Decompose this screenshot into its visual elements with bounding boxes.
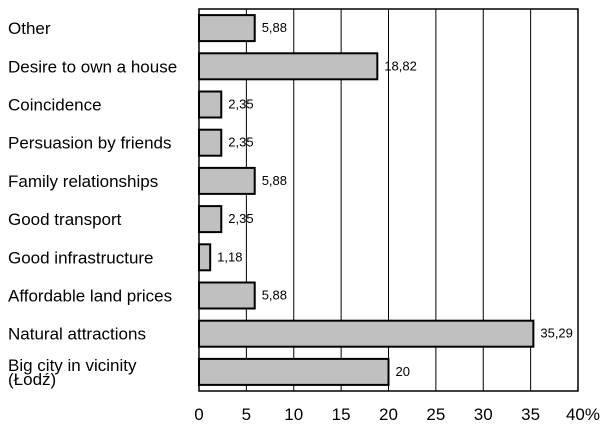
value-label: 2,35: [228, 211, 253, 226]
x-tick-label: 20: [379, 405, 398, 424]
x-tick-label: 40%: [566, 405, 600, 424]
x-tick-labels: 0 5 10 15 20 25 30 35 40%: [194, 405, 600, 424]
value-labels: 5,88 18,82 2,35 2,35 5,88 2,35 1,18 5,88 35,29 20: [217, 20, 573, 379]
category-label: Big city in vicinity (Łodź): [8, 356, 137, 389]
value-label: 2,35: [228, 97, 253, 112]
x-tick-label: 30: [474, 405, 493, 424]
category-label: Good transport: [8, 210, 122, 229]
value-label: 2,35: [228, 135, 253, 150]
value-label: 20: [396, 364, 410, 379]
value-label: 35,29: [540, 326, 573, 341]
category-label: Affordable land prices: [8, 287, 172, 306]
value-label: 5,88: [262, 173, 287, 188]
bar-7: [198, 243, 212, 272]
x-tick-label: 35: [521, 405, 540, 424]
value-label: 5,88: [262, 20, 287, 35]
bars: [198, 14, 535, 386]
category-label: Other: [8, 19, 51, 38]
value-label: 5,88: [262, 288, 287, 303]
bar-4: [198, 128, 223, 157]
bar-2: [198, 52, 379, 81]
plot-frame: [198, 8, 579, 392]
category-labels: Other Desire to own a house Coincidence Per…: [8, 19, 177, 389]
value-label: 18,82: [384, 58, 417, 73]
bar-3: [198, 90, 223, 119]
x-tick-label: 5: [242, 405, 251, 424]
bar-1: [198, 14, 256, 43]
category-label: Persuasion by friends: [8, 134, 171, 153]
category-label: Natural attractions: [8, 325, 146, 344]
category-label: Good infrastructure: [8, 248, 154, 267]
value-label: 1,18: [217, 249, 242, 264]
category-label: Coincidence: [8, 96, 102, 115]
bar-5: [198, 166, 256, 195]
bar-9: [198, 319, 535, 348]
x-tick-label: 25: [426, 405, 445, 424]
bar-8: [198, 281, 256, 310]
bar-6: [198, 205, 223, 234]
x-tick-label: 15: [332, 405, 351, 424]
x-tick-label: 10: [284, 405, 303, 424]
bar-10: [198, 357, 390, 386]
category-label: Desire to own a house: [8, 57, 177, 76]
x-tick-label: 0: [194, 405, 203, 424]
category-label: Family relationships: [8, 172, 158, 191]
